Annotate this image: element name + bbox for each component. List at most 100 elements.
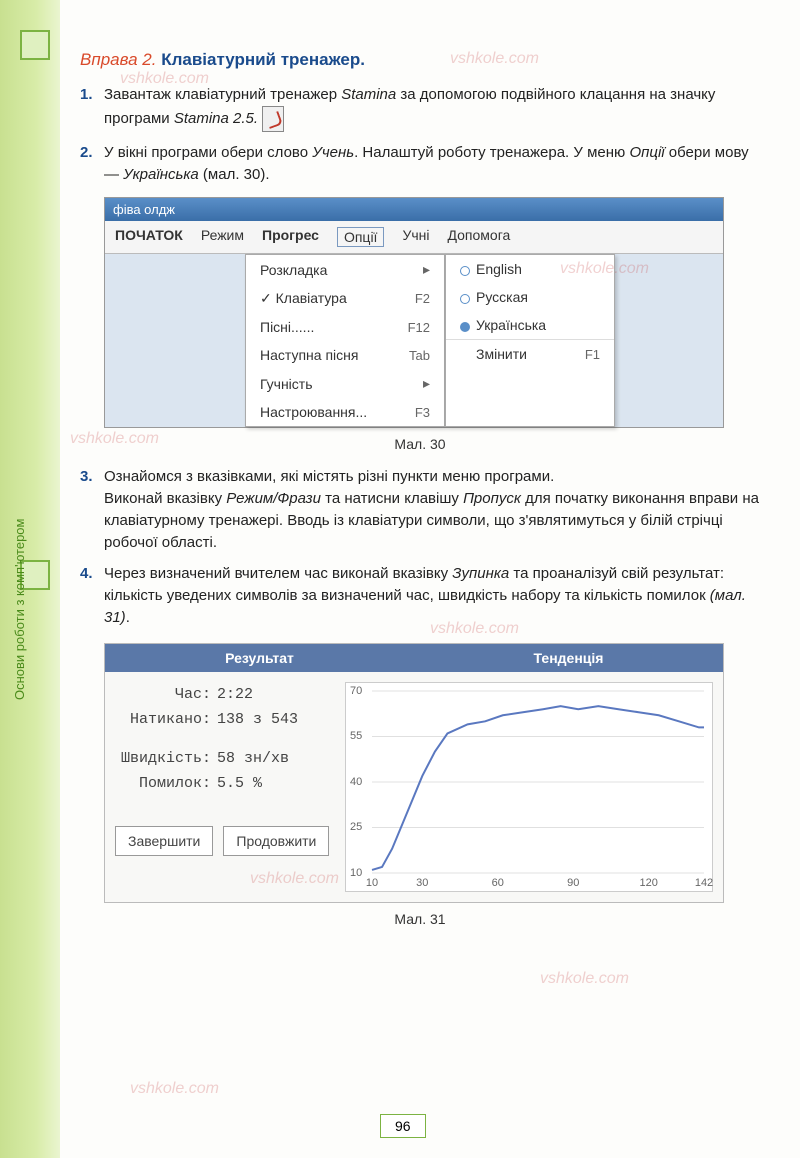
step-text: Через визначений вчителем час виконай вк… xyxy=(104,563,760,628)
chart-xtick: 120 xyxy=(639,877,657,889)
text: . xyxy=(126,609,130,626)
trend-chart: 102540557010306090120142 xyxy=(345,682,713,892)
figure-caption-31: Мал. 31 xyxy=(80,911,760,927)
program-name: Stamina xyxy=(341,86,396,103)
text: Виконай вказівку xyxy=(104,490,226,507)
exercise-name: Клавіатурний тренажер. xyxy=(161,50,365,69)
step-text: У вікні програми обери слово Учень. Нала… xyxy=(104,142,760,186)
shortcut: F3 xyxy=(415,405,430,420)
continue-button[interactable]: Продовжити xyxy=(223,826,329,856)
em: Українська xyxy=(123,166,199,183)
label: Русская xyxy=(476,289,528,305)
value: 5.5 % xyxy=(217,775,262,792)
label: Натикано: xyxy=(117,711,217,728)
em: Пропуск xyxy=(463,490,521,507)
decor-square xyxy=(20,30,50,60)
watermark: vshkole.com xyxy=(540,970,629,988)
side-label: Основи роботи з комп'ютером xyxy=(12,519,27,700)
label: English xyxy=(476,261,522,277)
label: Час: xyxy=(117,686,217,703)
step-number: 2. xyxy=(80,142,104,186)
label: Гучність xyxy=(260,376,313,392)
results-header: Результат Тенденція xyxy=(105,644,723,672)
step-4: 4. Через визначений вчителем час виконай… xyxy=(80,563,760,628)
chart-xtick: 10 xyxy=(366,877,378,889)
page-number: 96 xyxy=(380,1114,426,1138)
menu-mode[interactable]: Режим xyxy=(201,227,244,247)
stat-time: Час: 2:22 xyxy=(115,682,335,707)
chart-xtick: 90 xyxy=(567,877,579,889)
em: Зупинка xyxy=(452,565,509,582)
label: Швидкість: xyxy=(117,750,217,767)
menu-item-volume[interactable]: Гучність ▸ xyxy=(246,369,444,398)
chart-ytick: 70 xyxy=(350,685,362,697)
options-dropdown: Розкладка ▸ ✓ Клавіатура F2 Пісні...... … xyxy=(245,254,445,427)
shortcut: Tab xyxy=(409,348,430,363)
step-number: 4. xyxy=(80,563,104,628)
lang-change[interactable]: Змінити F1 xyxy=(446,339,614,368)
chart-ytick: 10 xyxy=(350,867,362,879)
label: Пісні...... xyxy=(260,319,314,335)
text: . Налаштуй роботу тренажера. У меню xyxy=(354,144,629,161)
watermark: vshkole.com xyxy=(130,1080,219,1098)
dropdown-area: Розкладка ▸ ✓ Клавіатура F2 Пісні...... … xyxy=(105,254,723,427)
text: та натисни клавішу xyxy=(321,490,463,507)
radio-selected-icon xyxy=(460,322,470,332)
text: (мал. 30). xyxy=(199,166,270,183)
menu-progress[interactable]: Прогрес xyxy=(262,227,319,247)
value: 138 з 543 xyxy=(217,711,298,728)
stamina-app-window: фіва олдж ПОЧАТОК Режим Прогрес Опції Уч… xyxy=(104,197,724,428)
results-window: Результат Тенденція Час: 2:22 Натикано: … xyxy=(104,643,724,903)
header-result: Результат xyxy=(105,644,414,672)
stat-errors: Помилок: 5.5 % xyxy=(115,771,335,796)
submenu-arrow-icon: ▸ xyxy=(423,261,430,278)
exercise-number: Вправа 2. xyxy=(80,50,156,69)
label: Настроювання... xyxy=(260,404,367,420)
menubar: ПОЧАТОК Режим Прогрес Опції Учні Допомог… xyxy=(105,221,723,254)
em: Режим/Фрази xyxy=(226,490,321,507)
step-text: Завантаж клавіатурний тренажер Stamina з… xyxy=(104,84,760,132)
menu-item-songs[interactable]: Пісні...... F12 xyxy=(246,313,444,341)
app-title: фіва олдж xyxy=(113,202,175,217)
menu-item-next-song[interactable]: Наступна пісня Tab xyxy=(246,341,444,369)
finish-button[interactable]: Завершити xyxy=(115,826,213,856)
chart-xtick: 142 xyxy=(695,877,713,889)
text: У вікні програми обери слово xyxy=(104,144,312,161)
shortcut: F1 xyxy=(585,347,600,362)
menu-item-layout[interactable]: Розкладка ▸ xyxy=(246,255,444,284)
menu-options[interactable]: Опції xyxy=(337,227,385,247)
step-1: 1. Завантаж клавіатурний тренажер Stamin… xyxy=(80,84,760,132)
shortcut: F12 xyxy=(408,320,430,335)
menu-users[interactable]: Учні xyxy=(402,227,429,247)
lang-russian[interactable]: Русская xyxy=(446,283,614,311)
step-number: 1. xyxy=(80,84,104,132)
submenu-arrow-icon: ▸ xyxy=(423,375,430,392)
stamina-icon xyxy=(262,106,284,132)
chart-ytick: 40 xyxy=(350,776,362,788)
lang-ukrainian[interactable]: Українська xyxy=(446,311,614,339)
label: Помилок: xyxy=(117,775,217,792)
check-icon: ✓ xyxy=(260,290,272,306)
step-number: 3. xyxy=(80,466,104,553)
text: Через визначений вчителем час виконай вк… xyxy=(104,565,452,582)
figure-caption-30: Мал. 30 xyxy=(80,436,760,452)
menu-item-settings[interactable]: Настроювання... F3 xyxy=(246,398,444,426)
text: Завантаж клавіатурний тренажер xyxy=(104,86,341,103)
step-2: 2. У вікні програми обери слово Учень. Н… xyxy=(80,142,760,186)
stats-panel: Час: 2:22 Натикано: 138 з 543 Швидкість:… xyxy=(115,682,335,892)
text: Ознайомся з вказівками, які містять різн… xyxy=(104,468,554,485)
menu-item-keyboard[interactable]: ✓ Клавіатура F2 xyxy=(246,284,444,313)
label: Клавіатура xyxy=(276,290,347,306)
chart-xtick: 60 xyxy=(492,877,504,889)
buttons-row: Завершити Продовжити xyxy=(115,826,335,856)
exercise-title: Вправа 2. Клавіатурний тренажер. xyxy=(80,50,760,70)
menu-help[interactable]: Допомога xyxy=(447,227,510,247)
menu-start[interactable]: ПОЧАТОК xyxy=(115,227,183,247)
chart-ytick: 25 xyxy=(350,821,362,833)
label: Змінити xyxy=(476,346,527,362)
page-content: Вправа 2. Клавіатурний тренажер. 1. Зава… xyxy=(80,50,760,941)
titlebar: фіва олдж xyxy=(105,198,723,221)
step-3: 3. Ознайомся з вказівками, які містять р… xyxy=(80,466,760,553)
label: Розкладка xyxy=(260,262,327,278)
lang-english[interactable]: English xyxy=(446,255,614,283)
